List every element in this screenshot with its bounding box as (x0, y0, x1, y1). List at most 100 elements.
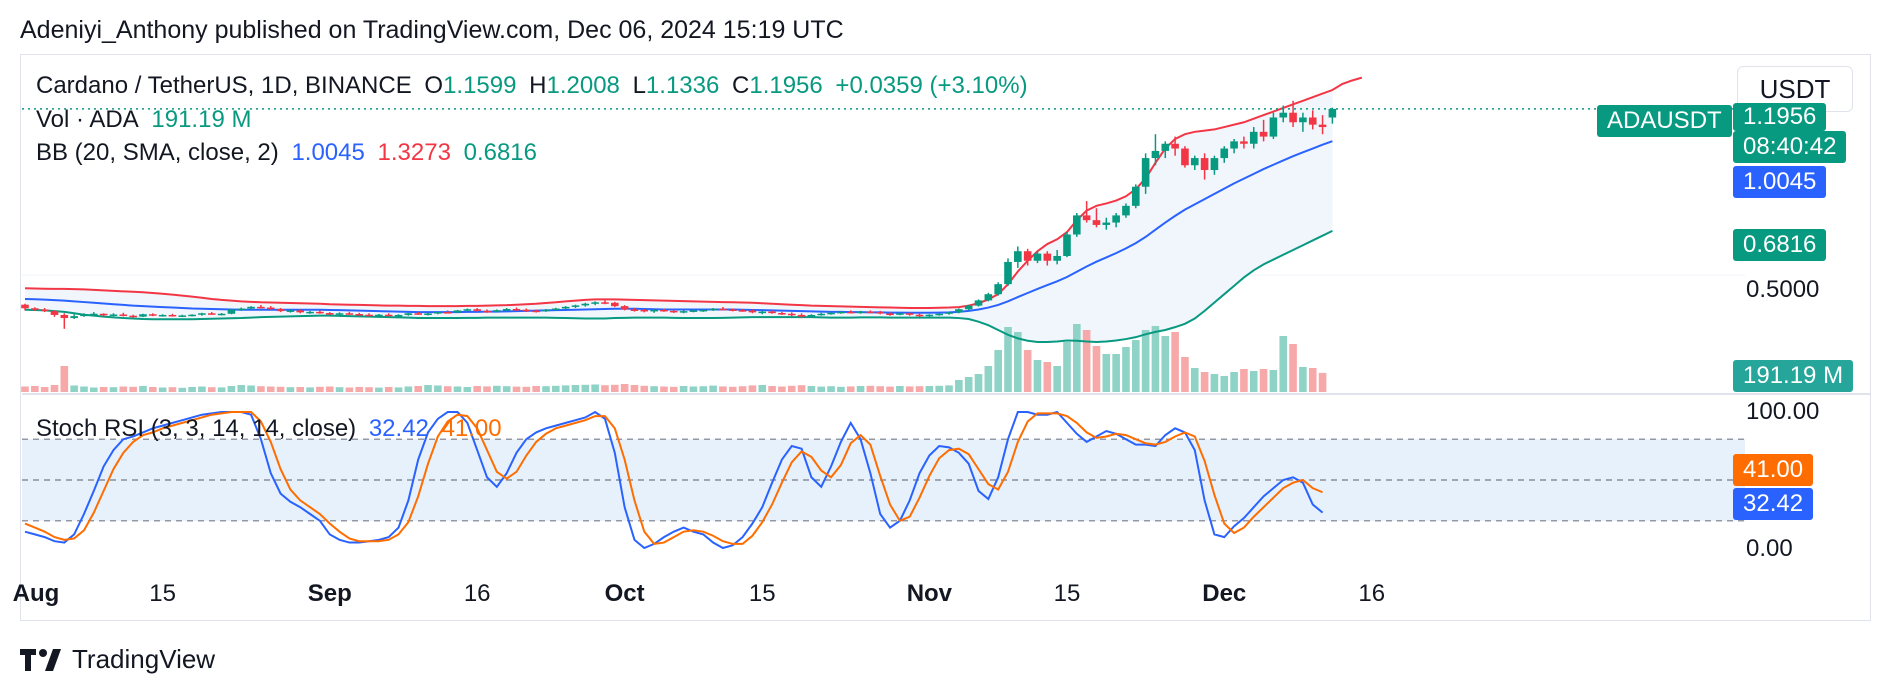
candle-body (1230, 141, 1238, 149)
x-axis-label: Oct (604, 580, 645, 607)
volume-bar (561, 385, 570, 392)
candle-body (945, 312, 953, 314)
volume-bar (1073, 324, 1081, 392)
volume-bar (188, 387, 196, 392)
legend-vol-label[interactable]: Vol · ADA (36, 106, 139, 133)
volume-bar (296, 387, 305, 392)
volume-bar (630, 385, 639, 392)
legend-bb-label[interactable]: BB (20, SMA, close, 2) (36, 139, 279, 166)
x-axis-label: Aug (12, 580, 60, 607)
volume-bar (620, 384, 629, 392)
volume-bar (1269, 370, 1278, 392)
bb-lower-line (24, 230, 1333, 343)
legend-stoch-row: Stoch RSI (3, 3, 14, 14, close) 32.42 41… (36, 414, 508, 444)
volume-bar (601, 385, 609, 392)
volume-bar (679, 386, 688, 392)
candle-body (217, 313, 226, 316)
candle-body (404, 313, 413, 315)
volume-bar (1151, 326, 1160, 392)
volume-bar (148, 387, 157, 392)
symbol-tag: ADAUSDT (1597, 105, 1732, 137)
volume-bar (463, 387, 472, 392)
legend-bb-row: BB (20, SMA, close, 2) 1.0045 1.3273 0.6… (36, 138, 543, 168)
candle-body (552, 308, 560, 311)
bb-fill (25, 90, 1333, 342)
legend-volume-row: Vol · ADA 191.19 M (36, 105, 257, 135)
volume-bar (1023, 350, 1032, 392)
volume-bar (758, 385, 767, 392)
candle-body (168, 314, 177, 317)
legend-low-label: L (632, 72, 646, 99)
volume-bar (178, 387, 187, 392)
legend-vol-value: 191.19 M (151, 106, 252, 133)
candle-body (1004, 261, 1012, 285)
published-line: Adeniyi_Anthony published on TradingView… (20, 16, 844, 44)
footer-brand[interactable]: TradingView (72, 644, 216, 674)
volume-bar (807, 386, 816, 392)
countdown-tag: 08:40:42 (1733, 131, 1847, 163)
volume-bar (1063, 342, 1071, 392)
candle-body (375, 314, 383, 317)
volume-bar (512, 386, 521, 392)
volume-bar (719, 386, 727, 392)
candle-body (758, 311, 767, 314)
candle-body (787, 313, 796, 316)
volume-bar (1190, 368, 1199, 392)
candle-body (542, 309, 550, 312)
candle-body (306, 311, 314, 314)
volume-bar (591, 384, 599, 392)
volume-bar (139, 386, 147, 392)
candle-body (797, 314, 806, 317)
legend-close: 1.1956 (749, 72, 823, 99)
candle-body (522, 309, 531, 312)
volume-bar (1014, 332, 1022, 392)
volume-bar (365, 387, 373, 392)
volume-bar (99, 387, 108, 392)
legend-stoch-label[interactable]: Stoch RSI (3, 3, 14, 14, close) (36, 415, 357, 442)
stoch-k-tag: 32.42 (1733, 488, 1814, 520)
x-axis-label: 16 (463, 580, 491, 607)
candle-body (1151, 150, 1160, 159)
volume-bar (266, 386, 275, 392)
volume-bar (434, 385, 442, 392)
volume-bar (306, 387, 314, 392)
volume-bar (1131, 340, 1140, 392)
volume-bar (778, 386, 786, 392)
volume-bar (1004, 327, 1012, 392)
candle-body (178, 315, 187, 317)
candle-body (591, 302, 599, 304)
candle-body (974, 300, 983, 306)
volume-bar (974, 374, 983, 392)
volume-bar (1220, 376, 1229, 392)
volume-bar (846, 386, 855, 392)
volume-bar (1259, 369, 1268, 392)
candle-body (90, 313, 98, 316)
candle-body (1249, 131, 1258, 144)
volume-bar (198, 386, 206, 392)
candle-body (247, 306, 255, 309)
candle-body (915, 314, 924, 317)
volume-bar (640, 385, 649, 392)
x-axis-label: 15 (1053, 580, 1081, 607)
candle-body (689, 310, 698, 312)
candle-body (1014, 251, 1022, 262)
volume-bar (70, 385, 78, 392)
volume-bar (542, 386, 550, 392)
candle-body (561, 306, 570, 309)
legend-symbol[interactable]: Cardano / TetherUS, 1D, BINANCE (36, 72, 412, 99)
candle-body (601, 302, 609, 304)
candle-body (60, 314, 69, 319)
candle-body (80, 314, 88, 317)
volume-bar (797, 385, 806, 392)
volume-bar (896, 386, 904, 392)
volume-bar (935, 385, 943, 392)
candle-body (1269, 117, 1278, 137)
stoch-d-line (24, 411, 1323, 545)
x-axis-label: 16 (1358, 580, 1386, 607)
volume-bar (60, 366, 69, 392)
volume-bar (217, 387, 226, 392)
bb-basis-tag: 1.0045 (1733, 166, 1827, 198)
candle-body (1190, 158, 1199, 166)
volume-bar (1308, 368, 1317, 392)
